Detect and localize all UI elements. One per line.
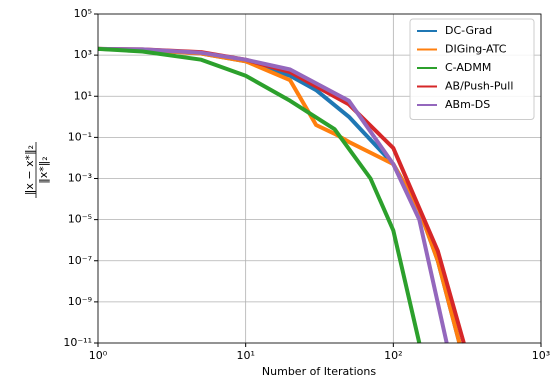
legend-label: DC-Grad	[445, 24, 492, 37]
legend-label: AB/Push-Pull	[445, 80, 513, 93]
legend-box	[409, 18, 535, 120]
x-tick-label: 10⁰	[89, 349, 108, 362]
series-line	[97, 46, 422, 344]
plot-frame	[97, 13, 542, 344]
legend-label: ABm-DS	[445, 98, 490, 111]
y-tick-label: 10⁻⁵	[68, 213, 92, 226]
x-tick-label: 10¹	[236, 349, 254, 362]
legend-label: C-ADMM	[445, 61, 491, 74]
y-tick-label: 10⁻³	[68, 172, 92, 185]
y-tick-label: 10¹	[74, 89, 92, 102]
y-tick-label: 10³	[74, 48, 92, 61]
x-tick-label: 10²	[384, 349, 402, 362]
y-tick-label: 10⁻⁹	[68, 295, 92, 308]
y-tick-label: 10⁻⁷	[68, 254, 92, 267]
x-tick-label: 10³	[532, 349, 550, 362]
x-axis-label: Number of Iterations	[262, 365, 376, 378]
legend-label: DIGing-ATC	[445, 43, 507, 56]
y-tick-label: 10⁵	[74, 7, 92, 20]
y-axis-label-numerator: ‖x − x*‖₂	[23, 145, 36, 195]
y-tick-label: 10⁻¹¹	[63, 336, 92, 349]
series-line	[97, 46, 449, 344]
y-axis-label-denominator: ‖x*‖₂	[37, 156, 50, 183]
y-tick-label: 10⁻¹	[68, 130, 92, 143]
